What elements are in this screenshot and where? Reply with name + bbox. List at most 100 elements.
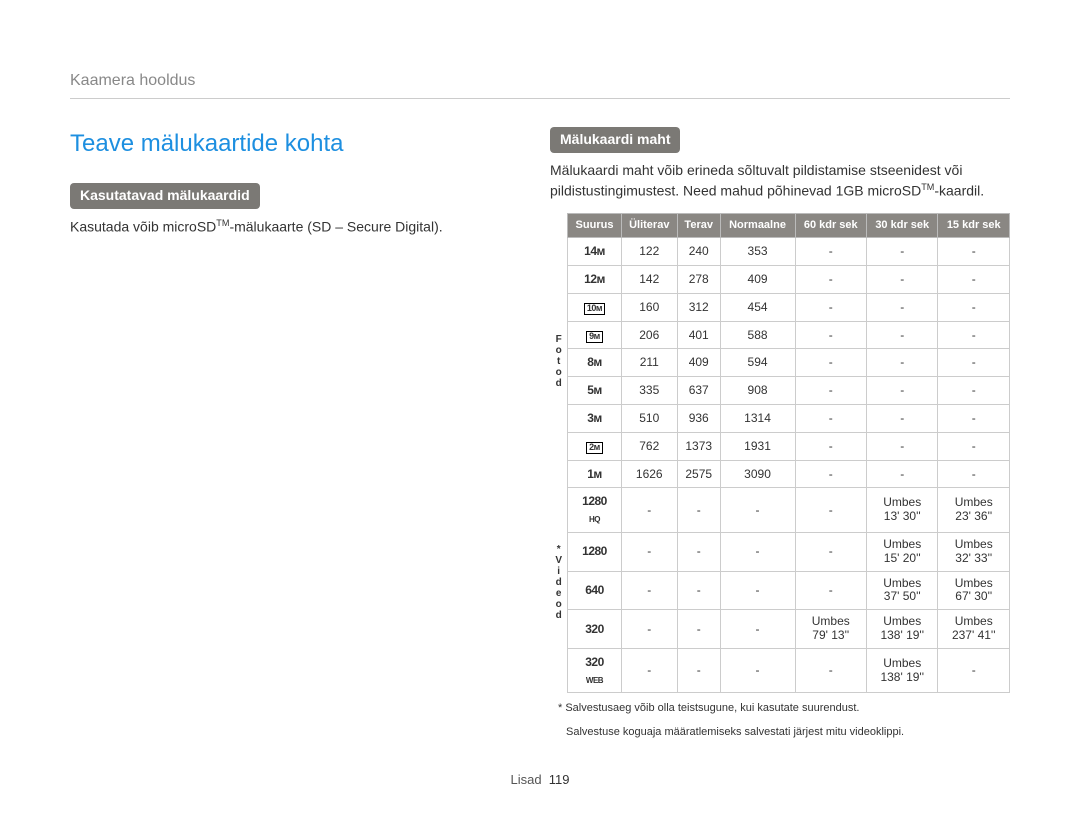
table-cell: Umbes138' 19'' xyxy=(866,648,937,693)
th-terav: Terav xyxy=(677,213,720,237)
table-cell: 3090 xyxy=(720,460,795,488)
table-cell: Umbes67' 30'' xyxy=(938,571,1010,610)
table-cell: 908 xyxy=(720,377,795,405)
table-cell: 278 xyxy=(677,266,720,294)
table-cell: - xyxy=(720,571,795,610)
table-cell: - xyxy=(866,405,937,433)
table-cell: 335 xyxy=(621,377,677,405)
th-30fps: 30 kdr sek xyxy=(866,213,937,237)
table-row: 640----Umbes37' 50''Umbes67' 30'' xyxy=(568,571,1010,610)
table-cell: - xyxy=(795,460,866,488)
table-cell: - xyxy=(677,571,720,610)
table-cell: - xyxy=(677,610,720,649)
table-cell: - xyxy=(795,532,866,571)
table-cell: 240 xyxy=(677,238,720,266)
table-cell: 1931 xyxy=(720,432,795,460)
table-cell: 588 xyxy=(720,321,795,349)
tm-mark: TM xyxy=(216,218,229,228)
table-header-row: Suurus Üliterav Terav Normaalne 60 kdr s… xyxy=(568,213,1010,237)
table-row: 2ᴍ76213731931--- xyxy=(568,432,1010,460)
table-row: 1ᴍ162625753090--- xyxy=(568,460,1010,488)
size-cell: 1ᴍ xyxy=(568,460,621,488)
table-cell: - xyxy=(938,432,1010,460)
table-row: 1280HQ----Umbes13' 30''Umbes23' 36'' xyxy=(568,488,1010,533)
table-cell: - xyxy=(720,532,795,571)
table-cell: 409 xyxy=(720,266,795,294)
table-cell: 762 xyxy=(621,432,677,460)
label-photos: Fotod xyxy=(550,236,567,488)
table-cell: 510 xyxy=(621,405,677,433)
right-para-before: Mälukaardi maht võib erineda sõltuvalt p… xyxy=(550,162,962,198)
table-cell: - xyxy=(677,532,720,571)
table-cell: - xyxy=(795,293,866,321)
table-cell: 1626 xyxy=(621,460,677,488)
table-cell: 1373 xyxy=(677,432,720,460)
size-cell: 2ᴍ xyxy=(568,432,621,460)
page-footer: Lisad 119 xyxy=(0,771,1080,789)
breadcrumb: Kaamera hooldus xyxy=(70,70,1010,99)
main-title: Teave mälukaartide kohta xyxy=(70,127,510,161)
footer-page-number: 119 xyxy=(549,772,570,787)
table-cell: - xyxy=(795,321,866,349)
table-cell: - xyxy=(938,349,1010,377)
th-normal: Normaalne xyxy=(720,213,795,237)
table-cell: - xyxy=(938,405,1010,433)
table-cell: - xyxy=(795,648,866,693)
right-column: Mälukaardi maht Mälukaardi maht võib eri… xyxy=(550,127,1010,740)
footer-label: Lisad xyxy=(510,772,541,787)
content-columns: Teave mälukaartide kohta Kasutatavad mäl… xyxy=(70,127,1010,740)
table-cell: 312 xyxy=(677,293,720,321)
footnote-1: * Salvestusaeg võib olla teistsugune, ku… xyxy=(550,701,1010,716)
table-cell: - xyxy=(866,432,937,460)
table-cell: - xyxy=(720,488,795,533)
size-cell: 12ᴍ xyxy=(568,266,621,294)
table-cell: 206 xyxy=(621,321,677,349)
table-row: 14ᴍ122240353--- xyxy=(568,238,1010,266)
table-cell: Umbes237' 41'' xyxy=(938,610,1010,649)
table-cell: Umbes37' 50'' xyxy=(866,571,937,610)
row-group-labels: Fotod *Videod xyxy=(550,213,567,694)
table-cell: - xyxy=(795,432,866,460)
table-row: 5ᴍ335637908--- xyxy=(568,377,1010,405)
pill-usable-cards: Kasutatavad mälukaardid xyxy=(70,183,260,209)
table-cell: - xyxy=(938,321,1010,349)
size-cell: 1280 xyxy=(568,532,621,571)
table-cell: 142 xyxy=(621,266,677,294)
size-cell: 320WEB xyxy=(568,648,621,693)
table-cell: Umbes13' 30'' xyxy=(866,488,937,533)
table-cell: - xyxy=(795,238,866,266)
table-row: 12ᴍ142278409--- xyxy=(568,266,1010,294)
table-row: 320---Umbes79' 13''Umbes138' 19''Umbes23… xyxy=(568,610,1010,649)
table-cell: - xyxy=(866,460,937,488)
pill-card-capacity: Mälukaardi maht xyxy=(550,127,680,153)
table-cell: 1314 xyxy=(720,405,795,433)
th-size: Suurus xyxy=(568,213,621,237)
size-cell: 10ᴍ xyxy=(568,293,621,321)
table-cell: - xyxy=(621,571,677,610)
capacity-table: Suurus Üliterav Terav Normaalne 60 kdr s… xyxy=(567,213,1010,694)
table-cell: - xyxy=(720,610,795,649)
right-body-text: Mälukaardi maht võib erineda sõltuvalt p… xyxy=(550,161,1010,201)
table-cell: - xyxy=(866,293,937,321)
size-cell: 5ᴍ xyxy=(568,377,621,405)
size-cell: 9ᴍ xyxy=(568,321,621,349)
table-cell: 401 xyxy=(677,321,720,349)
table-cell: 211 xyxy=(621,349,677,377)
size-cell: 3ᴍ xyxy=(568,405,621,433)
table-cell: - xyxy=(938,293,1010,321)
table-cell: 122 xyxy=(621,238,677,266)
size-cell: 1280HQ xyxy=(568,488,621,533)
table-cell: - xyxy=(866,238,937,266)
table-cell: 353 xyxy=(720,238,795,266)
table-cell: - xyxy=(795,349,866,377)
table-cell: - xyxy=(938,377,1010,405)
table-cell: - xyxy=(677,648,720,693)
right-para-after: -kaardil. xyxy=(934,182,984,198)
table-cell: - xyxy=(938,238,1010,266)
table-cell: - xyxy=(795,571,866,610)
table-cell: 637 xyxy=(677,377,720,405)
table-row: 9ᴍ206401588--- xyxy=(568,321,1010,349)
size-cell: 14ᴍ xyxy=(568,238,621,266)
table-row: 1280----Umbes15' 20''Umbes32' 33'' xyxy=(568,532,1010,571)
table-cell: - xyxy=(795,266,866,294)
